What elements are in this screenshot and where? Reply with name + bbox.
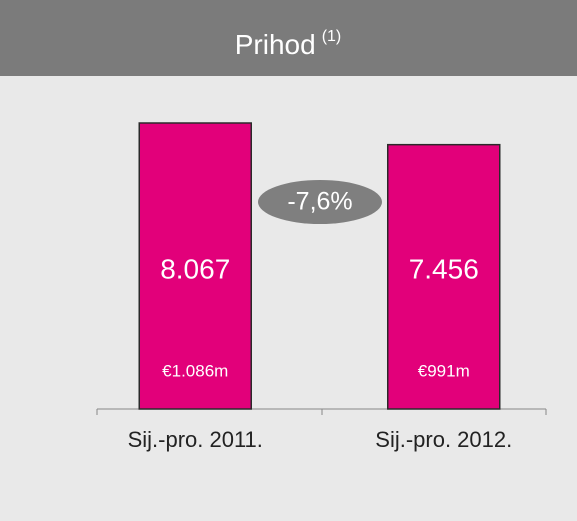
annotation: -7,6%: [287, 188, 352, 216]
bar: [138, 122, 252, 410]
chart-title: Prihod (1): [235, 28, 342, 60]
bar: [387, 143, 501, 410]
annotation-badge: [258, 180, 382, 224]
secondary-label: €1.086m: [162, 361, 228, 380]
value-label: 8.067: [160, 253, 230, 284]
title-note: (1): [322, 28, 342, 45]
title-main: Prihod: [235, 29, 316, 60]
header-band: [0, 0, 577, 76]
x-tick-label: Sij.-pro. 2011.: [128, 427, 263, 452]
x-tick-label: Sij.-pro. 2012.: [375, 427, 512, 452]
value-label: 7.456: [409, 253, 479, 284]
secondary-label: €991m: [418, 361, 470, 380]
